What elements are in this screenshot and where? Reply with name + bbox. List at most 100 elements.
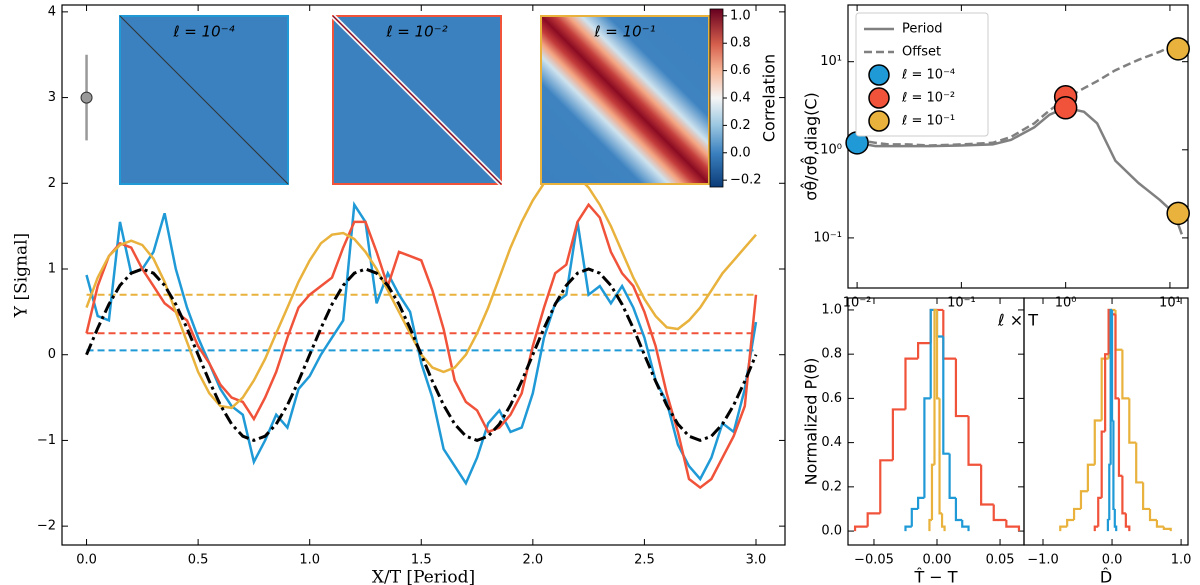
- histogram-bin: [1104, 353, 1109, 432]
- x-tick-label: 1.0: [1171, 553, 1192, 568]
- histogram-bin: [1124, 513, 1131, 532]
- x-axis-label: X/T [Period]: [372, 568, 475, 585]
- y-tick-label: 0.2: [821, 479, 842, 494]
- matrix-diagonal: [332, 15, 502, 185]
- histogram-bin: [948, 453, 956, 499]
- matrix-diagonal: [119, 15, 289, 185]
- histogram-bin: [904, 525, 912, 532]
- x-tick-label: 0.00: [923, 553, 952, 568]
- x-tick-label: −1.0: [1027, 553, 1059, 568]
- histogram-bin: [1110, 309, 1114, 422]
- y-tick-label: 10⁻¹: [813, 230, 842, 245]
- y-tick-label: 0.6: [821, 391, 842, 406]
- y-tick-label: 1: [48, 262, 56, 277]
- histogram-bin: [1121, 349, 1130, 400]
- legend-label: ℓ = 10⁻⁴: [901, 68, 955, 83]
- legend-label: Period: [902, 22, 943, 37]
- histogram-bin: [935, 309, 940, 400]
- histogram-bin: [1093, 525, 1099, 532]
- histogram-bin: [1106, 518, 1110, 532]
- histogram-bin: [866, 512, 881, 527]
- x-tick-label: 10⁻¹: [947, 296, 976, 311]
- histogram-bin: [1114, 314, 1119, 400]
- x-tick-label: 0.0: [76, 553, 97, 568]
- x-tick-label: −0.05: [854, 553, 894, 568]
- histogram-bin: [967, 416, 982, 466]
- series-line: [85, 202, 758, 490]
- histogram-bin: [923, 397, 931, 498]
- y-tick-label: 4: [48, 4, 56, 19]
- histogram-bin: [1072, 507, 1081, 521]
- plot-frame: [1023, 297, 1189, 546]
- histogram-bin: [910, 507, 919, 527]
- y-tick-label: 0: [48, 347, 56, 362]
- x-tick-label: 2.0: [522, 553, 543, 568]
- histogram-bin: [940, 513, 946, 532]
- series-line: [85, 267, 758, 443]
- plot-frame: [61, 4, 786, 546]
- x-tick-label: 0.05: [986, 553, 1015, 568]
- series-line: [85, 170, 757, 410]
- legend-swatch: [868, 64, 890, 86]
- histogram-bin: [954, 497, 963, 522]
- colorbar-tick-label: 0.8: [730, 36, 751, 51]
- legend-swatch: [868, 87, 890, 109]
- y-tick-label: 0.0: [821, 524, 842, 539]
- inset-title: ℓ = 10⁻²: [385, 23, 447, 41]
- y-tick-label: 10¹: [820, 54, 842, 69]
- x-tick-label: 1.5: [411, 553, 432, 568]
- x-axis-label: T̂ − T: [913, 568, 957, 585]
- histogram-bin: [1108, 463, 1111, 521]
- histogram-bin: [1086, 463, 1095, 492]
- point: [1166, 201, 1190, 226]
- histogram-bin: [1135, 442, 1144, 484]
- x-tick-label: 3.0: [746, 553, 767, 568]
- histogram-bin: [879, 459, 893, 514]
- y-tick-label: 10⁰: [820, 142, 842, 157]
- y-axis-label: Y [Signal]: [12, 233, 32, 318]
- histogram-bin: [942, 336, 950, 455]
- x-tick-label: 10⁻²: [843, 296, 872, 311]
- histogram-bin: [1121, 475, 1126, 515]
- x-tick-label: 2.5: [634, 553, 655, 568]
- histogram-bin: [942, 309, 956, 360]
- histogram-bin: [1005, 520, 1021, 532]
- y-axis-label: Normalized P(θ): [802, 358, 821, 486]
- legend-label: Offset: [902, 45, 941, 60]
- histogram-bin: [916, 496, 925, 509]
- point: [1166, 37, 1190, 61]
- colorbar-tick-label: 0.2: [730, 118, 751, 133]
- y-tick-label: −1: [37, 433, 56, 448]
- error-point: [80, 91, 93, 104]
- legend-label: ℓ = 10⁻¹: [901, 114, 955, 129]
- x-tick-label: 0.5: [188, 553, 209, 568]
- x-axis-label: ℓ × T: [997, 311, 1038, 330]
- y-tick-label: 0.8: [821, 347, 842, 362]
- inset-title: ℓ = 10⁻¹: [593, 23, 655, 41]
- histogram-bin: [1142, 482, 1151, 511]
- y-tick-label: −2: [37, 519, 56, 534]
- colorbar-tick-label: 0.0: [730, 145, 751, 160]
- series-line: [856, 106, 1183, 235]
- colorbar-label: Correlation: [760, 54, 779, 142]
- histogram-bin: [961, 520, 970, 532]
- x-axis-label: D̂: [1100, 568, 1112, 585]
- y-tick-label: 2: [48, 176, 56, 191]
- point: [1053, 96, 1078, 120]
- legend-label: ℓ = 10⁻²: [901, 91, 955, 106]
- histogram-bin: [1059, 525, 1068, 532]
- histogram-bin: [1148, 508, 1157, 522]
- histogram-bin: [928, 518, 932, 532]
- histogram-bin: [1097, 496, 1102, 527]
- histogram-bin: [954, 358, 969, 418]
- histogram-bin: [1155, 520, 1164, 528]
- histogram-bin: [904, 357, 919, 410]
- inset-title: ℓ = 10⁻⁴: [172, 23, 234, 41]
- histogram-bin: [1079, 490, 1088, 509]
- histogram-bin: [992, 504, 1007, 522]
- histogram-bin: [1112, 420, 1115, 511]
- colorbar-tick-label: 0.4: [730, 91, 751, 106]
- y-tick-label: 0.4: [821, 435, 842, 450]
- series-line: [856, 40, 1183, 147]
